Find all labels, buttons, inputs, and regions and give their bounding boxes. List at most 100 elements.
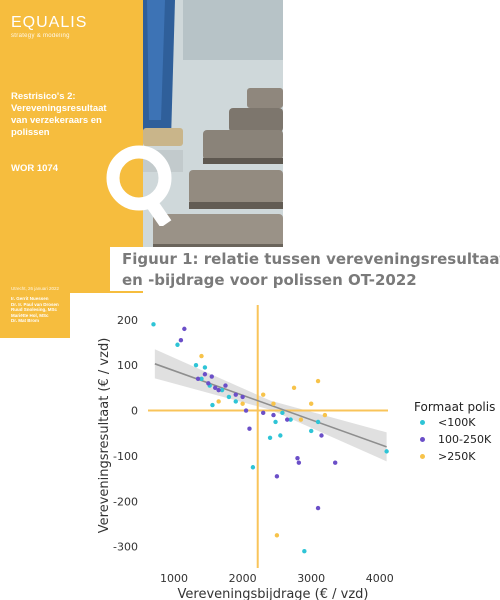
- trend-line: [154, 363, 387, 448]
- figure-title-line: Figuur 1: relatie tussen vereveningsresu…: [122, 250, 500, 268]
- data-point: [273, 419, 278, 425]
- data-point: [274, 474, 280, 479]
- x-tick-label: 1000: [160, 572, 188, 585]
- cover-photo-stepping-stones: [143, 0, 283, 248]
- author-name: Dr. Mat Brom: [11, 318, 40, 324]
- stepping-stones-illustration: [143, 0, 283, 248]
- data-point: [193, 362, 199, 368]
- data-point: [233, 392, 238, 397]
- author-name: Dr. Ir. Paul van Drosen: [11, 301, 59, 307]
- data-point: [243, 408, 249, 413]
- data-point: [315, 505, 321, 511]
- data-point: [209, 374, 214, 379]
- data-point: [202, 372, 208, 377]
- data-point: [319, 433, 324, 438]
- data-point: [213, 385, 218, 391]
- data-point: [274, 533, 280, 538]
- data-point: [216, 399, 221, 404]
- data-point: [309, 428, 314, 434]
- data-point: [288, 417, 293, 422]
- data-point: [223, 383, 228, 388]
- data-point: [261, 410, 266, 416]
- y-tick-label: 200: [117, 314, 138, 327]
- data-point: [278, 433, 283, 438]
- legend-label: >250K: [438, 450, 476, 463]
- data-point: [233, 399, 238, 404]
- data-point: [291, 385, 297, 391]
- data-point: [285, 417, 290, 422]
- data-point: [199, 353, 204, 359]
- data-point: [261, 392, 266, 397]
- legend-label: 100-250K: [438, 433, 492, 446]
- data-point: [178, 338, 184, 343]
- legend-item: <100K: [420, 414, 495, 431]
- data-point: [267, 435, 273, 440]
- data-point: [195, 376, 201, 381]
- data-point: [295, 455, 300, 461]
- author-name: Mariëtte Hol, MSc: [11, 312, 49, 318]
- data-point: [302, 548, 307, 554]
- data-point: [384, 449, 389, 454]
- data-point: [199, 376, 204, 381]
- y-tick-label: -100: [113, 450, 138, 463]
- data-point: [298, 417, 304, 422]
- logo-wordmark: EQUALIS: [11, 14, 88, 31]
- legend-item: 100-250K: [420, 431, 495, 448]
- data-point: [296, 460, 302, 465]
- author-name: Ruud Snolesing, MSc: [11, 307, 58, 313]
- report-cover: EQUALIS strategy & modeling Restrisico's…: [0, 0, 283, 338]
- legend-title: Formaat polis: [414, 400, 496, 414]
- data-point: [315, 378, 321, 384]
- data-point: [271, 401, 276, 406]
- data-point: [322, 412, 328, 418]
- data-point: [182, 326, 187, 332]
- data-point: [219, 387, 225, 393]
- x-tick-label: 4000: [366, 572, 394, 585]
- data-point: [175, 342, 180, 347]
- equalis-logo: EQUALIS strategy & modeling: [11, 14, 87, 39]
- x-tick-label: 2000: [229, 572, 257, 585]
- data-point: [216, 387, 221, 393]
- data-point: [226, 394, 232, 400]
- cover-date: Utrecht, 26 januari 2022: [11, 286, 60, 291]
- data-point: [280, 410, 285, 416]
- data-point: [309, 401, 314, 406]
- data-point: [202, 365, 208, 370]
- data-point: [240, 394, 245, 400]
- legend-item: >250K: [420, 448, 495, 465]
- y-tick-label: -300: [113, 541, 138, 554]
- cover-title-line: Vereveningsresultaat: [11, 103, 107, 114]
- author-name: Ir. Gerrit Nuessen: [11, 296, 49, 301]
- q-logo-mark: [106, 145, 172, 226]
- x-axis-label: Vereveningsbijdrage (€ / vzd): [178, 587, 369, 600]
- data-point: [333, 460, 338, 465]
- data-point: [151, 322, 156, 327]
- y-tick-label: 100: [117, 359, 138, 372]
- data-point: [271, 412, 276, 418]
- data-point: [206, 381, 211, 386]
- figure-title-line: en -bijdrage voor polissen OT-2022: [122, 271, 417, 289]
- logo-tagline: strategy & modeling: [11, 33, 70, 39]
- data-point: [240, 401, 245, 406]
- data-point: [315, 419, 321, 425]
- cover-title-line: van verzekeraars en: [11, 115, 102, 126]
- data-point: [210, 402, 215, 408]
- cover-title-line: polissen: [11, 127, 50, 138]
- report-code: WOR 1074: [11, 163, 58, 174]
- y-axis-label: Vereveningsresultaat (€ / vzd): [97, 338, 112, 534]
- cover-title-line: Restrisico's 2:: [11, 91, 76, 102]
- legend-dot-icon: [420, 454, 425, 459]
- y-tick-label: -200: [113, 495, 138, 508]
- legend: Formaat polis <100K 100-250K >250K: [414, 400, 495, 465]
- figure-title: Figuur 1: relatie tussen vereveningsresu…: [110, 247, 500, 291]
- cover-title: Restrisico's 2: Vereveningsresultaat van…: [11, 91, 143, 139]
- x-tick-label: 3000: [297, 572, 325, 585]
- cover-authors: Ir. Gerrit Nuessen Dr. Ir. Paul van Dros…: [11, 296, 59, 324]
- y-tick-label: 0: [131, 405, 138, 418]
- data-point: [247, 426, 252, 431]
- legend-dot-icon: [420, 437, 425, 442]
- scatter-chart: 200 100 0 -100 -200 -300 1000 2000 3000 4000 Verev…: [70, 293, 500, 600]
- legend-label: <100K: [438, 416, 476, 429]
- legend-dot-icon: [420, 420, 425, 425]
